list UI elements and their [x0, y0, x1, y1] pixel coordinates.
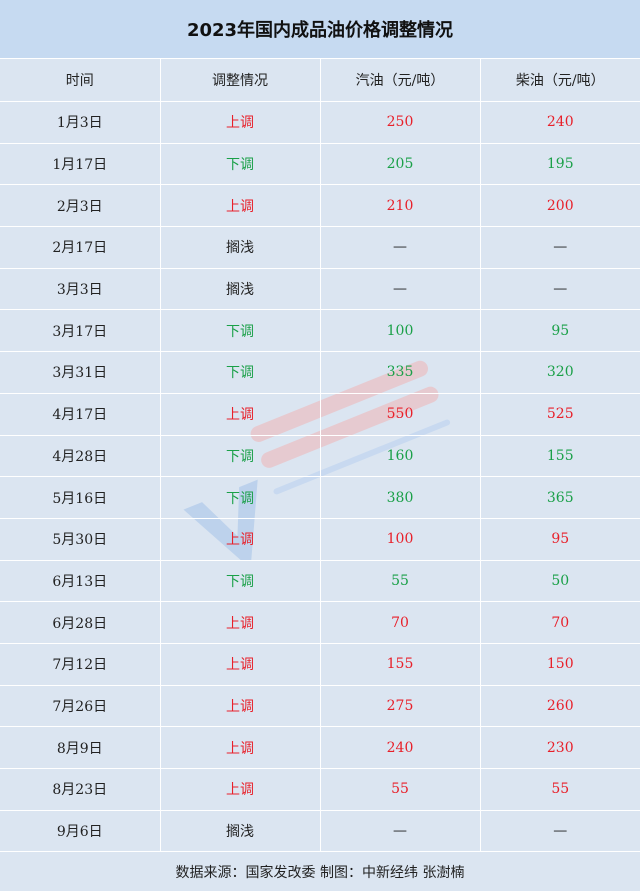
table-row: 6月13日 下调 55 50: [0, 559, 640, 603]
date-cell: 2月17日: [0, 226, 161, 269]
gasoline-cell: 70: [319, 601, 481, 644]
table-row: 6月28日 上调 70 70: [0, 601, 640, 644]
adjustment-cell: 上调: [159, 642, 321, 686]
table-row: 5月16日 下调 380 365: [0, 476, 640, 519]
adjustment-cell: 下调: [159, 351, 321, 394]
date-cell: 3月17日: [0, 309, 161, 353]
column-header: 汽油（元/吨）: [319, 58, 481, 102]
table-row: 5月30日 上调 100 95: [0, 517, 640, 561]
gasoline-cell: —: [319, 809, 481, 853]
price-table: 时间 调整情况 汽油（元/吨） 柴油（元/吨） 1月3日 上调 250 240 1月17日 下调…: [0, 58, 640, 853]
diesel-cell: 365: [479, 476, 640, 519]
table-row: 7月12日 上调 155 150: [0, 642, 640, 686]
gasoline-cell: 550: [319, 392, 481, 436]
gasoline-cell: 100: [319, 309, 481, 353]
diesel-cell: 525: [479, 392, 640, 436]
date-cell: 4月17日: [0, 392, 161, 436]
gasoline-cell: 275: [319, 684, 481, 728]
gasoline-cell: —: [319, 226, 481, 269]
diesel-cell: 155: [479, 434, 640, 478]
table-row: 2月17日 搁浅 — —: [0, 226, 640, 269]
diesel-cell: 195: [479, 142, 640, 186]
adjustment-cell: 搁浅: [159, 809, 321, 853]
date-cell: 5月16日: [0, 476, 161, 519]
adjustment-cell: 搁浅: [159, 267, 321, 311]
diesel-cell: 50: [479, 559, 640, 603]
table-row: 4月17日 上调 550 525: [0, 392, 640, 436]
table-row: 2月3日 上调 210 200: [0, 184, 640, 228]
diesel-cell: 150: [479, 642, 640, 686]
date-cell: 1月17日: [0, 142, 161, 186]
gasoline-cell: 55: [319, 768, 481, 811]
table-row: 3月3日 搁浅 — —: [0, 267, 640, 311]
column-header: 调整情况: [159, 58, 321, 102]
date-cell: 5月30日: [0, 517, 161, 561]
gasoline-cell: 55: [319, 559, 481, 603]
diesel-cell: —: [479, 226, 640, 269]
adjustment-cell: 上调: [159, 601, 321, 644]
diesel-cell: 240: [479, 101, 640, 144]
table-row: 9月6日 搁浅 — —: [0, 809, 640, 853]
adjustment-cell: 上调: [159, 517, 321, 561]
date-cell: 4月28日: [0, 434, 161, 478]
adjustment-cell: 下调: [159, 476, 321, 519]
gasoline-cell: 335: [319, 351, 481, 394]
source-footer: 数据来源：国家发改委 制图：中新经纬 张澍楠: [175, 864, 465, 881]
table-row: 1月3日 上调 250 240: [0, 101, 640, 144]
adjustment-cell: 上调: [159, 184, 321, 228]
diesel-cell: 95: [479, 309, 640, 353]
date-cell: 7月12日: [0, 642, 161, 686]
date-cell: 8月23日: [0, 768, 161, 811]
column-header: 时间: [0, 58, 161, 102]
diesel-cell: 55: [479, 768, 640, 811]
diesel-cell: —: [479, 809, 640, 853]
date-cell: 7月26日: [0, 684, 161, 728]
gasoline-cell: 210: [319, 184, 481, 228]
adjustment-cell: 下调: [159, 142, 321, 186]
gasoline-cell: 380: [319, 476, 481, 519]
gasoline-cell: 205: [319, 142, 481, 186]
table-row: 8月23日 上调 55 55: [0, 768, 640, 811]
adjustment-cell: 上调: [159, 392, 321, 436]
table-row: 8月9日 上调 240 230: [0, 726, 640, 769]
table-row: 4月28日 下调 160 155: [0, 434, 640, 478]
adjustment-cell: 下调: [159, 559, 321, 603]
table-row: 3月31日 下调 335 320: [0, 351, 640, 394]
page-title: 2023年国内成品油价格调整情况: [0, 0, 640, 58]
gasoline-cell: —: [319, 267, 481, 311]
date-cell: 1月3日: [0, 101, 161, 144]
date-cell: 8月9日: [0, 726, 161, 769]
adjustment-cell: 下调: [159, 309, 321, 353]
diesel-cell: —: [479, 267, 640, 311]
date-cell: 6月13日: [0, 559, 161, 603]
table-row: 1月17日 下调 205 195: [0, 142, 640, 186]
adjustment-cell: 上调: [159, 768, 321, 811]
diesel-cell: 260: [479, 684, 640, 728]
table-row: 3月17日 下调 100 95: [0, 309, 640, 353]
diesel-cell: 200: [479, 184, 640, 228]
date-cell: 9月6日: [0, 809, 161, 853]
date-cell: 6月28日: [0, 601, 161, 644]
gasoline-cell: 240: [319, 726, 481, 769]
adjustment-cell: 搁浅: [159, 226, 321, 269]
date-cell: 3月3日: [0, 267, 161, 311]
gasoline-cell: 160: [319, 434, 481, 478]
date-cell: 3月31日: [0, 351, 161, 394]
diesel-cell: 230: [479, 726, 640, 769]
gasoline-cell: 155: [319, 642, 481, 686]
gasoline-cell: 250: [319, 101, 481, 144]
column-header: 柴油（元/吨）: [479, 58, 640, 102]
adjustment-cell: 上调: [159, 726, 321, 769]
diesel-cell: 70: [479, 601, 640, 644]
diesel-cell: 95: [479, 517, 640, 561]
gasoline-cell: 100: [319, 517, 481, 561]
adjustment-cell: 上调: [159, 684, 321, 728]
date-cell: 2月3日: [0, 184, 161, 228]
adjustment-cell: 下调: [159, 434, 321, 478]
diesel-cell: 320: [479, 351, 640, 394]
table-row: 7月26日 上调 275 260: [0, 684, 640, 728]
adjustment-cell: 上调: [159, 101, 321, 144]
